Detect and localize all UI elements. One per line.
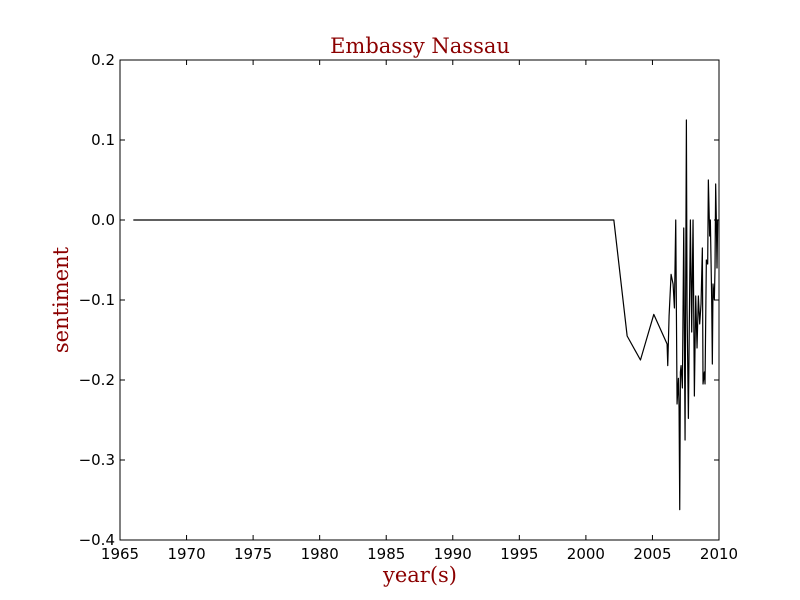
x-tick-label: 1970 <box>167 545 205 563</box>
y-tick-label: −0.3 <box>79 451 115 469</box>
y-tick-label: −0.4 <box>79 531 115 549</box>
y-tick-label: −0.2 <box>79 371 115 389</box>
y-tick-label: 0.0 <box>91 211 115 229</box>
x-tick-label: 2010 <box>700 545 738 563</box>
chart-title: Embassy Nassau <box>330 34 510 58</box>
x-axis: 1965 1970 1975 1980 1985 1990 1995 2000 2005 2010 <box>101 60 738 563</box>
x-tick-label: 1980 <box>301 545 339 563</box>
y-tick-label: −0.1 <box>79 291 115 309</box>
x-tick-label: 1965 <box>101 545 139 563</box>
y-tick-label: 0.2 <box>91 51 115 69</box>
x-tick-label: 1995 <box>500 545 538 563</box>
x-tick-label: 2000 <box>567 545 605 563</box>
x-axis-title: year(s) <box>382 563 457 587</box>
y-axis-title: sentiment <box>49 246 73 353</box>
x-tick-label: 1975 <box>234 545 272 563</box>
x-tick-label: 2005 <box>633 545 671 563</box>
series-line <box>133 119 719 511</box>
x-tick-label: 1990 <box>434 545 472 563</box>
x-tick-label: 1985 <box>367 545 405 563</box>
series-layer <box>133 119 719 511</box>
y-axis: −0.4 −0.3 −0.2 −0.1 0.0 0.1 0.2 <box>79 51 719 549</box>
y-tick-label: 0.1 <box>91 131 115 149</box>
